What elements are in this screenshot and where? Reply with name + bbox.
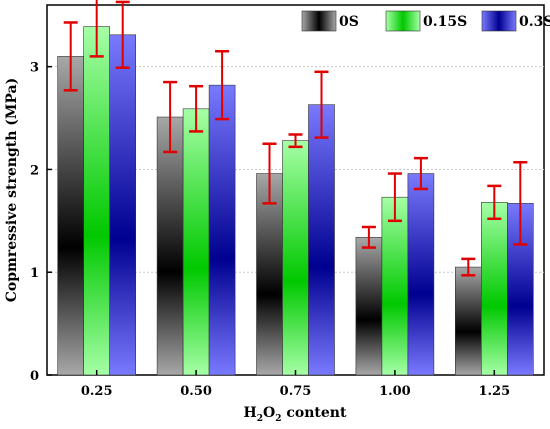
- bar: [57, 56, 85, 376]
- bar: [256, 173, 283, 376]
- x-tick-label: 1.25: [478, 384, 510, 399]
- y-axis-title: Copmressive strength (MPa): [4, 78, 20, 302]
- x-tick-label: 0.50: [180, 384, 212, 399]
- bar: [182, 108, 210, 376]
- y-tick-label: 1: [30, 266, 39, 281]
- y-axis: 0 1 2 3: [30, 61, 52, 384]
- bar: [381, 196, 409, 376]
- x-axis-title-h: H: [244, 405, 257, 421]
- legend-label: 0.3S: [519, 14, 550, 30]
- x-axis: 0.25 0.50 0.75 1.00 1.25: [81, 370, 510, 399]
- legend-swatch: [301, 10, 337, 32]
- legend-swatch: [385, 10, 421, 32]
- x-axis-title-sub2: 2: [275, 414, 281, 424]
- x-tick-label: 0.25: [81, 384, 113, 399]
- bar: [454, 266, 482, 376]
- bar: [407, 173, 435, 376]
- bar: [109, 34, 136, 376]
- y-tick-label: 0: [30, 369, 39, 384]
- bar: [480, 202, 508, 376]
- bar: [208, 84, 236, 376]
- legend: 0S 0.15S 0.3S: [301, 10, 550, 32]
- bars-group: [57, 26, 534, 376]
- x-tick-label: 0.75: [280, 384, 312, 399]
- x-tick-label: 1.00: [379, 384, 411, 399]
- legend-swatch: [481, 10, 517, 32]
- bar: [308, 104, 335, 376]
- legend-label: 0.15S: [423, 14, 467, 30]
- x-axis-title: H2O2 content: [244, 405, 347, 424]
- bar: [156, 116, 184, 376]
- x-axis-title-sub1: 2: [257, 414, 263, 424]
- bar: [355, 236, 383, 376]
- bar: [83, 26, 110, 376]
- x-axis-title-tail: content: [282, 405, 347, 421]
- y-tick-label: 3: [30, 61, 39, 76]
- bar: [282, 140, 309, 376]
- x-axis-title-o: O: [263, 405, 275, 421]
- legend-label: 0S: [339, 14, 359, 30]
- error-bars-group: [63, 0, 528, 277]
- y-tick-label: 2: [30, 163, 39, 178]
